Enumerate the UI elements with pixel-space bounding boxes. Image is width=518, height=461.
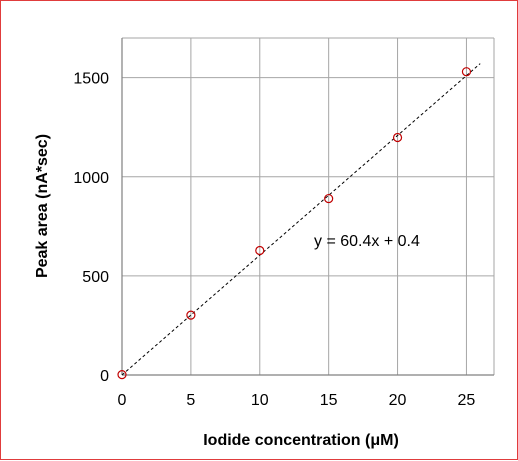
- x-tick-label: 25: [458, 392, 476, 409]
- data-point: [324, 193, 334, 204]
- trendline-equation-label: y = 60.4x + 0.4: [314, 233, 420, 250]
- y-tick-label: 1500: [73, 71, 109, 88]
- x-tick-label: 10: [251, 392, 269, 409]
- x-tick-label: 5: [186, 392, 195, 409]
- trendline-group: [121, 63, 481, 376]
- y-tick-label: 500: [82, 269, 109, 286]
- data-point: [117, 370, 127, 380]
- x-tick-label: 0: [118, 392, 127, 409]
- gridlines: [122, 37, 495, 375]
- axes: [121, 38, 494, 376]
- y-axis-title: Peak area (nA*sec): [34, 134, 51, 278]
- y-tick-label: 1000: [73, 170, 109, 187]
- y-tick-label: 0: [100, 368, 109, 385]
- data-point: [392, 132, 403, 143]
- trendline: [121, 63, 481, 376]
- x-tick-label: 15: [320, 392, 338, 409]
- x-tick-label: 20: [389, 392, 407, 409]
- tick-labels: 0 5 10 15 20 25 0 500 1000 1500: [73, 71, 475, 409]
- x-axis-title: Iodide concentration (μM): [203, 432, 399, 449]
- data-point: [255, 245, 265, 256]
- data-point: [186, 310, 196, 320]
- data-point: [461, 67, 472, 77]
- data-points: [117, 67, 472, 380]
